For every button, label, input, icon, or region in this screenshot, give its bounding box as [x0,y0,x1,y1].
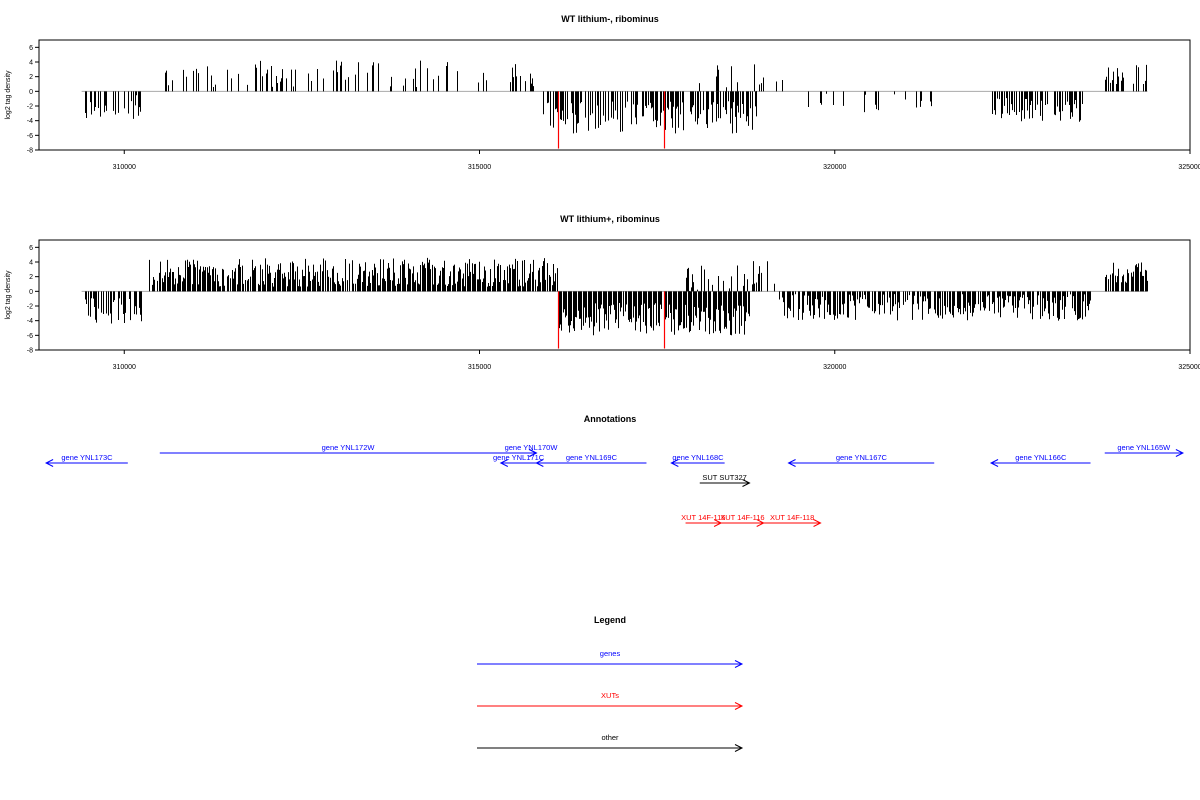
feature-gene-ynl166c: gene YNL166C [989,453,1091,467]
y-tick-label: -2 [27,304,33,311]
panel-title-lithium-plus: WT lithium+, ribominus [560,214,660,224]
y-tick-label: 0 [29,289,33,296]
feature-xut-14f-118: XUT 14F-118 [763,513,822,527]
y-tick-label: -4 [27,318,33,325]
panel-lithium-plus: WT lithium+, ribominus log2 tag density … [5,214,1200,371]
y-axis-label: log2 tag density [5,70,12,120]
feature-gene-ynl169c: gene YNL169C [535,453,647,467]
feature-arrowhead [742,479,751,487]
feature-arrowhead [44,459,54,467]
feature-label: gene YNL165W [1117,443,1171,452]
legend-arrowhead [734,744,744,752]
y-tick-label: 4 [29,260,33,267]
x-tick-label: 310000 [113,164,136,171]
y-tick-label: -4 [27,118,33,125]
legend-label: genes [600,649,621,658]
y-tick-label: -8 [27,148,33,155]
legend-arrowhead [734,702,744,710]
y-tick-label: 0 [29,89,33,96]
x-tick-label: 315000 [468,364,491,371]
density-bars [85,60,1147,134]
legend-label: XUTs [601,691,619,700]
y-tick-label: -8 [27,348,33,355]
feature-gene-ynl167c: gene YNL167C [787,453,935,467]
feature-arrowhead [670,459,679,467]
feature-label: XUT 14F-116 [720,513,764,522]
feature-gene-ynl170w: gene YNL170W [505,443,559,457]
legend-title: Legend [594,615,626,625]
panel-title-lithium-minus: WT lithium-, ribominus [561,14,659,24]
legend-arrowhead [734,660,744,668]
feature-arrowhead [787,459,796,467]
y-axis-label: log2 tag density [5,270,12,320]
y-tick-label: 2 [29,74,33,81]
plot-frame [38,239,1191,351]
legend-panel: Legend genes XUTs other [477,615,744,752]
x-tick-label: 325000 [1178,164,1200,171]
feature-arrowhead [1175,449,1185,457]
feature-label: gene YNL167C [836,453,888,462]
feature-arrowhead [989,459,999,467]
feature-gene-ynl173c: gene YNL173C [44,453,128,467]
y-tick-label: -6 [27,133,33,140]
feature-label: gene YNL173C [61,453,113,462]
legend-item-xuts: XUTs [477,691,744,710]
feature-xut-14f-116: XUT 14F-116 [720,513,765,527]
annotations-panel: Annotations gene YNL173C gene YNL172W gene… [44,414,1185,527]
feature-sut-sut327: SUT SUT327 [699,473,751,487]
x-tick-label: 310000 [113,364,136,371]
y-tick-label: -2 [27,104,33,111]
x-tick-label: 325000 [1178,364,1200,371]
feature-gene-ynl171c: gene YNL171C [493,453,545,467]
feature-label: gene YNL166C [1015,453,1067,462]
x-tick-label: 320000 [823,364,846,371]
density-bars [85,257,1148,336]
x-tick-label: 320000 [823,164,846,171]
y-tick-label: 6 [29,245,33,252]
feature-label: SUT SUT327 [702,473,746,482]
annotations-title: Annotations [584,414,637,424]
feature-xut-14f-116: XUT 14F-116 [681,513,725,527]
feature-arrowhead [529,449,538,457]
feature-label: gene YNL172W [322,443,376,452]
legend-item-other: other [477,733,744,752]
feature-label: gene YNL170W [505,443,559,452]
feature-label: XUT 14F-116 [681,513,725,522]
feature-arrowhead [535,459,544,467]
y-tick-label: 4 [29,60,33,67]
feature-arrowhead [813,519,822,527]
feature-gene-ynl168c: gene YNL168C [670,453,725,467]
feature-label: gene YNL169C [566,453,618,462]
y-tick-label: 6 [29,45,33,52]
panel-lithium-minus: WT lithium-, ribominus log2 tag density … [5,14,1200,171]
feature-label: gene YNL168C [672,453,724,462]
x-tick-label: 315000 [468,164,491,171]
feature-gene-ynl165w: gene YNL165W [1104,443,1185,457]
y-tick-label: -6 [27,333,33,340]
y-tick-label: 2 [29,274,33,281]
feature-label: gene YNL171C [493,453,545,462]
legend-label: other [601,733,619,742]
legend-item-genes: genes [477,649,744,668]
feature-label: XUT 14F-118 [770,513,814,522]
plot-frame [38,39,1191,151]
feature-arrowhead [499,459,509,467]
feature-gene-ynl172w: gene YNL172W [159,443,538,457]
